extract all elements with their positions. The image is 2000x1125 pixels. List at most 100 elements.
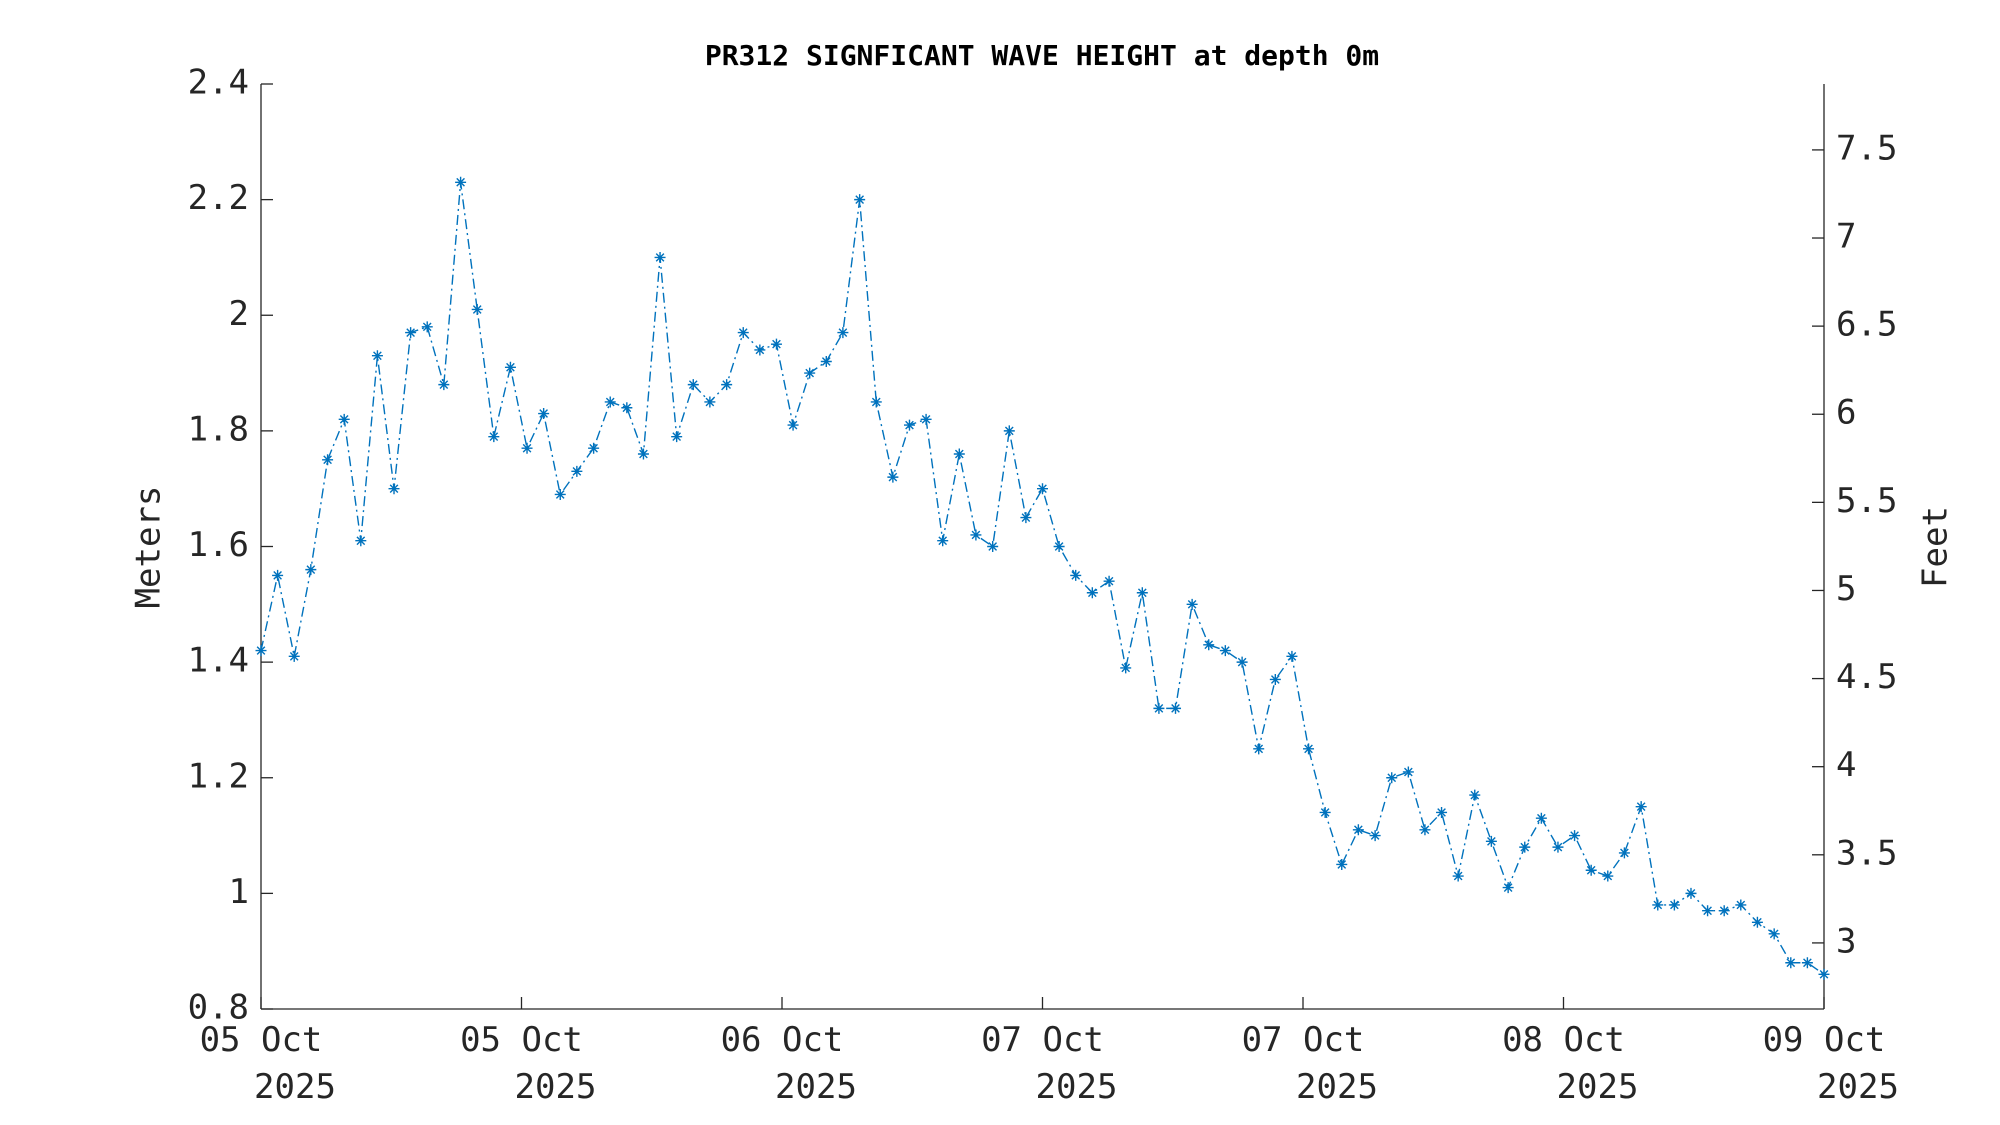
data-marker [804,367,816,379]
data-marker [1502,882,1514,894]
data-marker [1003,425,1015,437]
data-marker [970,529,982,541]
data-marker [787,419,799,431]
data-marker [1336,858,1348,870]
x-tick-label: 07 Oct 2025 [981,1020,1117,1107]
data-marker [671,431,683,443]
data-marker [405,327,417,339]
data-marker [1136,587,1148,599]
x-tick-label: 08 Oct 2025 [1502,1020,1638,1107]
data-marker [1618,847,1630,859]
data-marker [1768,928,1780,940]
data-marker [1269,673,1281,685]
data-marker [903,419,915,431]
y-tick-label: 1.6 [188,525,249,565]
data-marker [1519,841,1531,853]
y-tick-label: 1.4 [188,641,249,681]
data-marker [654,251,666,263]
y2-tick-label: 6 [1836,393,1856,433]
x-tick-label: 07 Oct 2025 [1242,1020,1378,1107]
data-marker [1170,702,1182,714]
data-marker [854,194,866,206]
x-tick-label: 05 Oct 2025 [200,1020,336,1107]
data-marker [588,442,600,454]
data-marker [1070,569,1082,581]
data-marker [1652,899,1664,911]
data-marker [1386,772,1398,784]
data-marker [388,483,400,495]
data-marker [621,402,633,414]
data-marker [272,569,284,581]
data-marker [521,442,533,454]
y2-tick-label: 3.5 [1836,833,1897,873]
y-tick-label: 1.8 [188,409,249,449]
data-marker [471,303,483,315]
data-marker [1186,598,1198,610]
y-tick-label: 1 [229,872,249,912]
y2-tick-label: 4 [1836,745,1856,785]
data-marker [837,327,849,339]
data-marker [920,413,932,425]
data-marker [1303,743,1315,755]
data-marker [1219,645,1231,657]
y2-tick-label: 6.5 [1836,305,1897,345]
x-tick-label: 09 Oct 2025 [1763,1020,1899,1107]
data-marker [455,176,467,188]
data-marker [1485,835,1497,847]
y2-tick-label: 3 [1836,921,1856,961]
data-marker [1352,824,1364,836]
data-marker [1086,587,1098,599]
x-tick-label: 05 Oct 2025 [460,1020,596,1107]
data-marker [1702,905,1714,917]
data-marker [687,379,699,391]
data-marker [1535,812,1547,824]
data-marker [1369,830,1381,842]
data-marker [338,413,350,425]
data-marker [305,564,317,576]
y2-tick-label: 5 [1836,569,1856,609]
data-marker [704,396,716,408]
y2-tick-label: 5.5 [1836,481,1897,521]
data-marker [371,350,383,362]
data-marker [1469,789,1481,801]
data-marker [1801,957,1813,969]
data-marker [288,650,300,662]
y2-tick-label: 4.5 [1836,657,1897,697]
data-marker [1286,650,1298,662]
data-marker [770,338,782,350]
data-marker [1053,541,1065,552]
data-marker [1751,916,1763,928]
data-marker [1585,864,1597,876]
x-tick-label: 06 Oct 2025 [721,1020,857,1107]
data-marker [255,645,267,657]
data-marker [870,396,882,408]
data-marker [637,448,649,460]
data-marker [1668,899,1680,911]
data-marker [538,408,550,420]
y-tick-label: 2.2 [188,178,249,218]
y-tick-label: 0.8 [188,988,249,1028]
data-marker [355,535,367,547]
y-tick-label: 2 [229,294,249,334]
y2-tick-label: 7.5 [1836,128,1897,168]
data-marker [1203,639,1215,651]
data-marker [1236,656,1248,668]
data-marker [488,431,500,443]
data-marker [937,535,949,547]
data-marker [1785,957,1797,969]
data-marker [1818,968,1830,980]
data-marker [438,379,450,391]
data-marker [754,344,766,356]
data-marker [322,454,334,466]
data-marker [1319,806,1331,818]
data-marker [1103,575,1115,587]
data-marker [1552,841,1564,853]
data-marker [737,327,749,339]
y-tick-label: 1.2 [188,756,249,796]
data-marker [1419,824,1431,836]
data-marker [1685,887,1697,899]
data-marker [1020,512,1032,524]
y2-tick-label: 7 [1836,217,1856,257]
data-marker [953,448,965,460]
